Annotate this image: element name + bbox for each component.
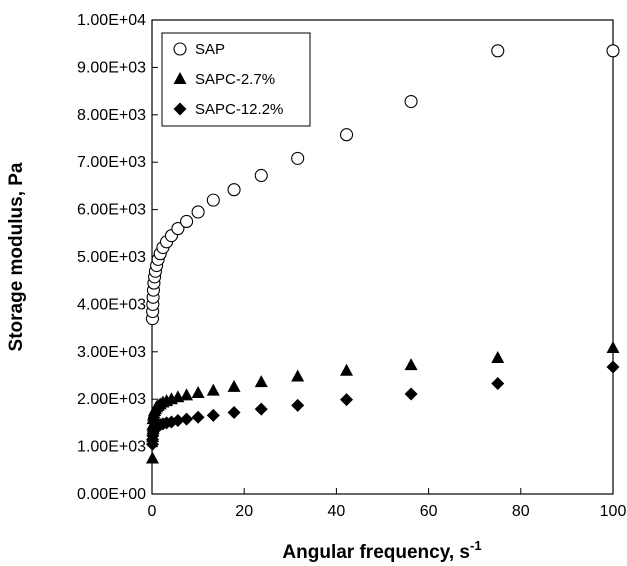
- data-point: [180, 214, 194, 228]
- legend: SAP SAPC-2.7% SAPC-12.2%: [161, 32, 311, 127]
- data-point: [191, 410, 205, 424]
- series-sap: [145, 44, 620, 326]
- x-axis-title: Angular frequency, s-1: [282, 538, 481, 563]
- y-tick-label: 8.00E+03: [77, 107, 146, 124]
- data-point: [171, 222, 185, 236]
- data-point: [339, 128, 354, 142]
- legend-marker: [173, 42, 187, 56]
- data-point: [206, 383, 220, 396]
- data-point: [206, 193, 220, 207]
- data-point: [227, 379, 241, 392]
- y-tick-label: 1.00E+03: [77, 439, 146, 456]
- series-sapc-12-2-: [145, 360, 620, 451]
- data-point: [206, 408, 220, 422]
- data-point: [171, 414, 185, 428]
- data-point: [291, 369, 305, 382]
- data-point: [227, 405, 241, 419]
- x-axis: 0 20 40 60 80 100: [148, 488, 627, 520]
- y-tick-label: 5.00E+03: [77, 249, 146, 266]
- y-tick-label: 4.00E+03: [77, 296, 146, 313]
- data-point: [340, 393, 354, 407]
- legend-box: [161, 32, 311, 127]
- data-point: [340, 363, 354, 376]
- legend-marker: [173, 102, 187, 116]
- data-point: [180, 388, 194, 401]
- data-point: [606, 360, 620, 374]
- y-tick-label: 2.00E+03: [77, 391, 146, 408]
- x-tick-label: 40: [328, 503, 346, 520]
- data-point: [404, 387, 418, 401]
- data-series: [145, 44, 620, 464]
- legend-label-sapc-2-7: SAPC-2.7%: [195, 71, 275, 88]
- data-point: [404, 358, 418, 371]
- data-point: [291, 151, 305, 165]
- legend-label-sapc-12-2: SAPC-12.2%: [195, 101, 283, 118]
- legend-marker: [173, 72, 187, 84]
- data-point: [606, 341, 620, 354]
- y-tick-label: 7.00E+03: [77, 154, 146, 171]
- data-point: [606, 44, 620, 58]
- data-point: [227, 183, 241, 197]
- y-tick-label: 0.00E+00: [77, 486, 146, 503]
- y-tick-label: 3.00E+03: [77, 344, 146, 361]
- legend-markers: [173, 42, 187, 116]
- data-point: [491, 350, 505, 363]
- x-tick-label: 80: [512, 503, 530, 520]
- y-axis-title: Storage modulus, Pa: [6, 162, 27, 351]
- data-point: [191, 205, 205, 219]
- data-point: [491, 377, 505, 391]
- data-point: [180, 412, 194, 426]
- y-tick-label: 1.00E+04: [77, 12, 146, 29]
- x-axis-title-superscript: -1: [470, 538, 482, 553]
- data-point: [291, 398, 305, 412]
- data-point: [191, 386, 205, 399]
- x-tick-label: 20: [235, 503, 253, 520]
- legend-label-sap: SAP: [195, 41, 225, 58]
- data-point: [404, 94, 418, 109]
- x-axis-title-text: Angular frequency, s: [282, 542, 470, 563]
- data-point: [254, 375, 268, 388]
- series-sapc-2-7-: [145, 341, 620, 464]
- x-tick-label: 100: [600, 503, 627, 520]
- data-point: [254, 402, 268, 416]
- y-tick-label: 6.00E+03: [77, 202, 146, 219]
- data-point: [254, 168, 268, 183]
- x-tick-label: 0: [148, 503, 157, 520]
- data-point: [145, 451, 159, 464]
- y-axis: 0.00E+00 1.00E+03 2.00E+03 3.00E+03 4.00E+03…: [77, 12, 158, 503]
- data-point: [491, 44, 505, 58]
- y-tick-label: 9.00E+03: [77, 59, 146, 76]
- x-tick-label: 60: [420, 503, 438, 520]
